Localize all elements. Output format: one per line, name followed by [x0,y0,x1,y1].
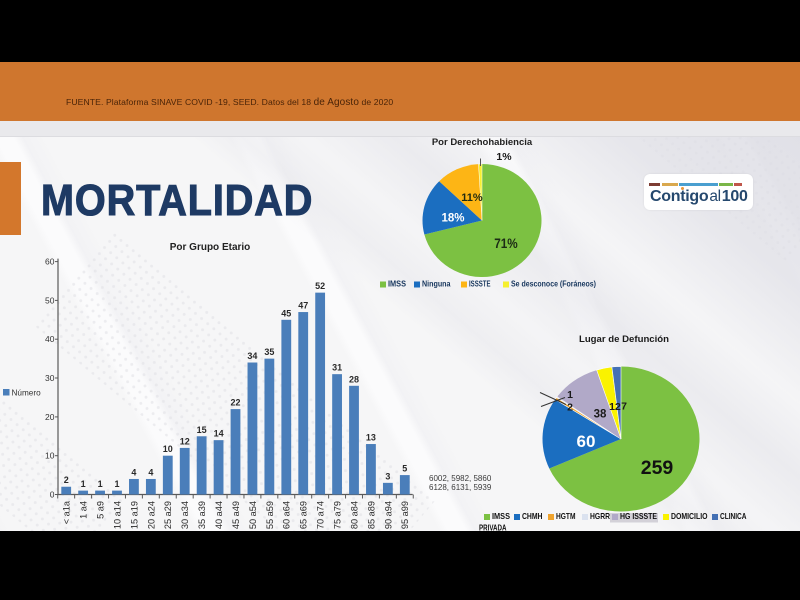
svg-text:60: 60 [577,432,596,451]
svg-text:HGTM: HGTM [556,512,576,521]
svg-text:2: 2 [64,475,69,485]
svg-text:1: 1 [567,389,573,401]
svg-text:65 a69: 65 a69 [299,501,309,529]
svg-text:15 a19: 15 a19 [129,501,139,529]
svg-text:DOMICILIO: DOMICILIO [671,512,708,521]
svg-text:38: 38 [594,409,607,421]
svg-text:2: 2 [567,402,573,414]
svg-text:4: 4 [131,468,136,478]
svg-text:70 a74: 70 a74 [316,501,326,529]
svg-text:60: 60 [45,257,55,267]
svg-text:259: 259 [641,457,674,479]
svg-text:12: 12 [609,401,621,413]
svg-text:50: 50 [45,295,55,305]
svg-text:71%: 71% [494,236,518,251]
svg-text:28: 28 [349,374,359,384]
svg-text:CLINICA: CLINICA [720,512,747,521]
svg-text:1 a4: 1 a4 [79,501,89,519]
svg-text:PRIVADA: PRIVADA [479,524,507,533]
svg-text:40: 40 [45,334,55,344]
svg-text:22: 22 [230,398,240,408]
svg-text:31: 31 [332,363,342,373]
svg-text:35: 35 [264,347,274,357]
svg-text:90 a94: 90 a94 [383,501,393,529]
svg-text:1: 1 [114,479,119,489]
svg-text:Número: Número [12,389,42,398]
svg-text:Se desconoce (Foráneos): Se desconoce (Foráneos) [511,280,596,289]
svg-text:80 a84: 80 a84 [349,501,359,529]
svg-text:CHMH: CHMH [522,512,543,521]
svg-text:47: 47 [298,301,308,311]
svg-text:1: 1 [81,479,86,489]
svg-text:IMSS: IMSS [492,512,510,521]
svg-text:5: 5 [402,464,407,474]
svg-text:20: 20 [45,412,55,422]
svg-text:12: 12 [180,436,190,446]
svg-text:30: 30 [45,373,55,383]
svg-text:34: 34 [247,351,257,361]
svg-text:55 a59: 55 a59 [265,501,275,529]
svg-text:3: 3 [385,471,390,481]
svg-text:10 a14: 10 a14 [112,501,122,529]
svg-text:7: 7 [621,401,627,413]
svg-text:HG ISSSTE: HG ISSSTE [620,512,657,521]
svg-text:< a1a: < a1a [62,500,72,524]
svg-text:ISSSTE: ISSSTE [469,280,491,289]
svg-text:4: 4 [148,468,153,478]
svg-text:40 a44: 40 a44 [214,501,224,529]
svg-text:45: 45 [281,308,291,318]
svg-text:10: 10 [163,444,173,454]
svg-text:5 a9: 5 a9 [96,501,106,519]
svg-text:14: 14 [214,429,224,439]
svg-text:95 a99: 95 a99 [400,501,410,529]
svg-text:IMSS: IMSS [388,280,406,289]
svg-text:60 a64: 60 a64 [282,501,292,529]
svg-text:1: 1 [98,479,103,489]
svg-text:10: 10 [45,451,55,461]
svg-text:1%: 1% [496,151,512,163]
svg-text:13: 13 [366,433,376,443]
svg-text:35 a39: 35 a39 [197,501,207,529]
svg-text:30 a34: 30 a34 [180,501,190,529]
svg-text:25 a29: 25 a29 [163,501,173,529]
svg-text:18%: 18% [441,213,464,225]
svg-text:52: 52 [315,281,325,291]
svg-text:50 a54: 50 a54 [248,501,258,529]
svg-text:15: 15 [197,425,207,435]
svg-text:11%: 11% [461,192,483,204]
svg-text:45 a49: 45 a49 [231,501,241,529]
svg-text:Ninguna: Ninguna [422,280,451,289]
svg-text:20 a24: 20 a24 [146,501,156,529]
svg-text:HGRR: HGRR [590,512,610,521]
svg-text:0: 0 [50,490,55,500]
svg-text:85 a89: 85 a89 [366,501,376,529]
svg-text:75 a79: 75 a79 [333,501,343,529]
